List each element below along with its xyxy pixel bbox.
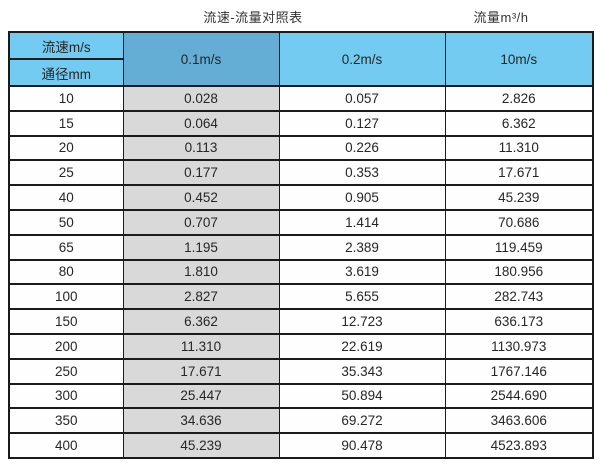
value-cell-0-2ms: 50.894 xyxy=(278,382,446,410)
value-cell-0-1ms: 0.707 xyxy=(122,208,280,236)
value-cell-0-1ms: 0.064 xyxy=(122,109,280,137)
diameter-cell: 15 xyxy=(8,109,124,137)
value-cell-10ms: 282.743 xyxy=(444,283,594,311)
diameter-cell: 40 xyxy=(8,184,124,211)
value-cell-0-1ms: 1.195 xyxy=(122,233,280,261)
value-cell-0-1ms: 34.636 xyxy=(122,407,280,435)
value-cell-10ms: 119.459 xyxy=(444,233,594,261)
value-cell-0-2ms: 90.478 xyxy=(278,432,446,459)
diameter-cell: 50 xyxy=(8,208,124,236)
diameter-cell: 400 xyxy=(8,432,124,459)
column-header-0-2ms: 0.2m/s xyxy=(278,31,446,87)
value-cell-10ms: 3463.606 xyxy=(444,407,594,435)
value-cell-10ms: 2544.690 xyxy=(444,382,594,410)
table-head: 流速m/s 0.1m/s 0.2m/s 10m/s 通径mm xyxy=(8,31,594,87)
page-title: 流速-流量对照表 xyxy=(203,10,303,25)
value-cell-0-1ms: 6.362 xyxy=(122,308,280,335)
value-cell-0-1ms: 2.827 xyxy=(122,283,280,311)
value-cell-10ms: 180.956 xyxy=(444,258,594,286)
value-cell-0-1ms: 0.452 xyxy=(122,184,280,211)
table-row: 65 1.195 2.389 119.459 xyxy=(8,233,594,261)
diameter-cell: 300 xyxy=(8,382,124,410)
value-cell-0-1ms: 45.239 xyxy=(122,432,280,459)
value-cell-10ms: 45.239 xyxy=(444,184,594,211)
value-cell-10ms: 636.173 xyxy=(444,308,594,335)
table-row: 100 2.827 5.655 282.743 xyxy=(8,283,594,311)
diameter-cell: 250 xyxy=(8,357,124,385)
value-cell-10ms: 11.310 xyxy=(444,134,594,162)
diameter-cell: 80 xyxy=(8,258,124,286)
value-cell-0-2ms: 35.343 xyxy=(278,357,446,385)
value-cell-10ms: 2.826 xyxy=(444,85,594,112)
flow-unit-caption: 流量m³/h xyxy=(473,10,529,25)
table-row: 300 25.447 50.894 2544.690 xyxy=(8,382,594,410)
value-cell-0-2ms: 0.353 xyxy=(278,159,446,187)
corner-cell-diameter-label: 通径mm xyxy=(8,58,124,87)
table-row: 20 0.113 0.226 11.310 xyxy=(8,134,594,162)
value-cell-10ms: 1130.973 xyxy=(444,332,594,360)
value-cell-0-1ms: 0.028 xyxy=(122,85,280,112)
value-cell-10ms: 17.671 xyxy=(444,159,594,187)
diameter-cell: 200 xyxy=(8,332,124,360)
table-row: 40 0.452 0.905 45.239 xyxy=(8,184,594,211)
diameter-cell: 65 xyxy=(8,233,124,261)
header-row-top: 流速m/s 0.1m/s 0.2m/s 10m/s xyxy=(8,31,594,87)
value-cell-0-2ms: 0.127 xyxy=(278,109,446,137)
table-row: 200 11.310 22.619 1130.973 xyxy=(8,332,594,360)
value-cell-0-2ms: 3.619 xyxy=(278,258,446,286)
diameter-cell: 10 xyxy=(8,85,124,112)
value-cell-0-2ms: 69.272 xyxy=(278,407,446,435)
diameter-cell: 350 xyxy=(8,407,124,435)
flow-rate-table: 流速m/s 0.1m/s 0.2m/s 10m/s 通径mm 10 0.028 … xyxy=(8,31,594,459)
value-cell-10ms: 4523.893 xyxy=(444,432,594,459)
value-cell-0-1ms: 0.113 xyxy=(122,134,280,162)
value-cell-0-1ms: 11.310 xyxy=(122,332,280,360)
value-cell-0-1ms: 17.671 xyxy=(122,357,280,385)
table-row: 150 6.362 12.723 636.173 xyxy=(8,308,594,335)
table-row: 10 0.028 0.057 2.826 xyxy=(8,85,594,112)
table-body: 10 0.028 0.057 2.826 15 0.064 0.127 6.36… xyxy=(8,85,594,459)
header-row-bottom: 通径mm xyxy=(8,58,593,87)
value-cell-0-2ms: 0.226 xyxy=(278,134,446,162)
table-row: 50 0.707 1.414 70.686 xyxy=(8,208,594,236)
table-row: 25 0.177 0.353 17.671 xyxy=(8,159,594,187)
diameter-cell: 25 xyxy=(8,159,124,187)
diameter-cell: 100 xyxy=(8,283,124,311)
table-row: 15 0.064 0.127 6.362 xyxy=(8,109,594,137)
table-row: 80 1.810 3.619 180.956 xyxy=(8,258,594,286)
value-cell-0-1ms: 1.810 xyxy=(122,258,280,286)
table-row: 400 45.239 90.478 4523.893 xyxy=(8,432,594,459)
value-cell-10ms: 70.686 xyxy=(444,208,594,236)
caption-row: 流速-流量对照表 流量m³/h xyxy=(0,0,600,31)
value-cell-0-2ms: 2.389 xyxy=(278,233,446,261)
value-cell-0-1ms: 25.447 xyxy=(122,382,280,410)
column-header-10ms: 10m/s xyxy=(444,31,594,87)
value-cell-0-2ms: 12.723 xyxy=(278,308,446,335)
value-cell-0-2ms: 1.414 xyxy=(278,208,446,236)
value-cell-0-1ms: 0.177 xyxy=(122,159,280,187)
corner-cell-velocity-label: 流速m/s xyxy=(8,31,124,60)
column-header-0-1ms: 0.1m/s xyxy=(122,31,280,87)
value-cell-10ms: 6.362 xyxy=(444,109,594,137)
value-cell-0-2ms: 5.655 xyxy=(278,283,446,311)
diameter-cell: 150 xyxy=(8,308,124,335)
value-cell-0-2ms: 0.905 xyxy=(278,184,446,211)
table-row: 350 34.636 69.272 3463.606 xyxy=(8,407,594,435)
value-cell-10ms: 1767.146 xyxy=(444,357,594,385)
value-cell-0-2ms: 22.619 xyxy=(278,332,446,360)
diameter-cell: 20 xyxy=(8,134,124,162)
table-row: 250 17.671 35.343 1767.146 xyxy=(8,357,594,385)
value-cell-0-2ms: 0.057 xyxy=(278,85,446,112)
